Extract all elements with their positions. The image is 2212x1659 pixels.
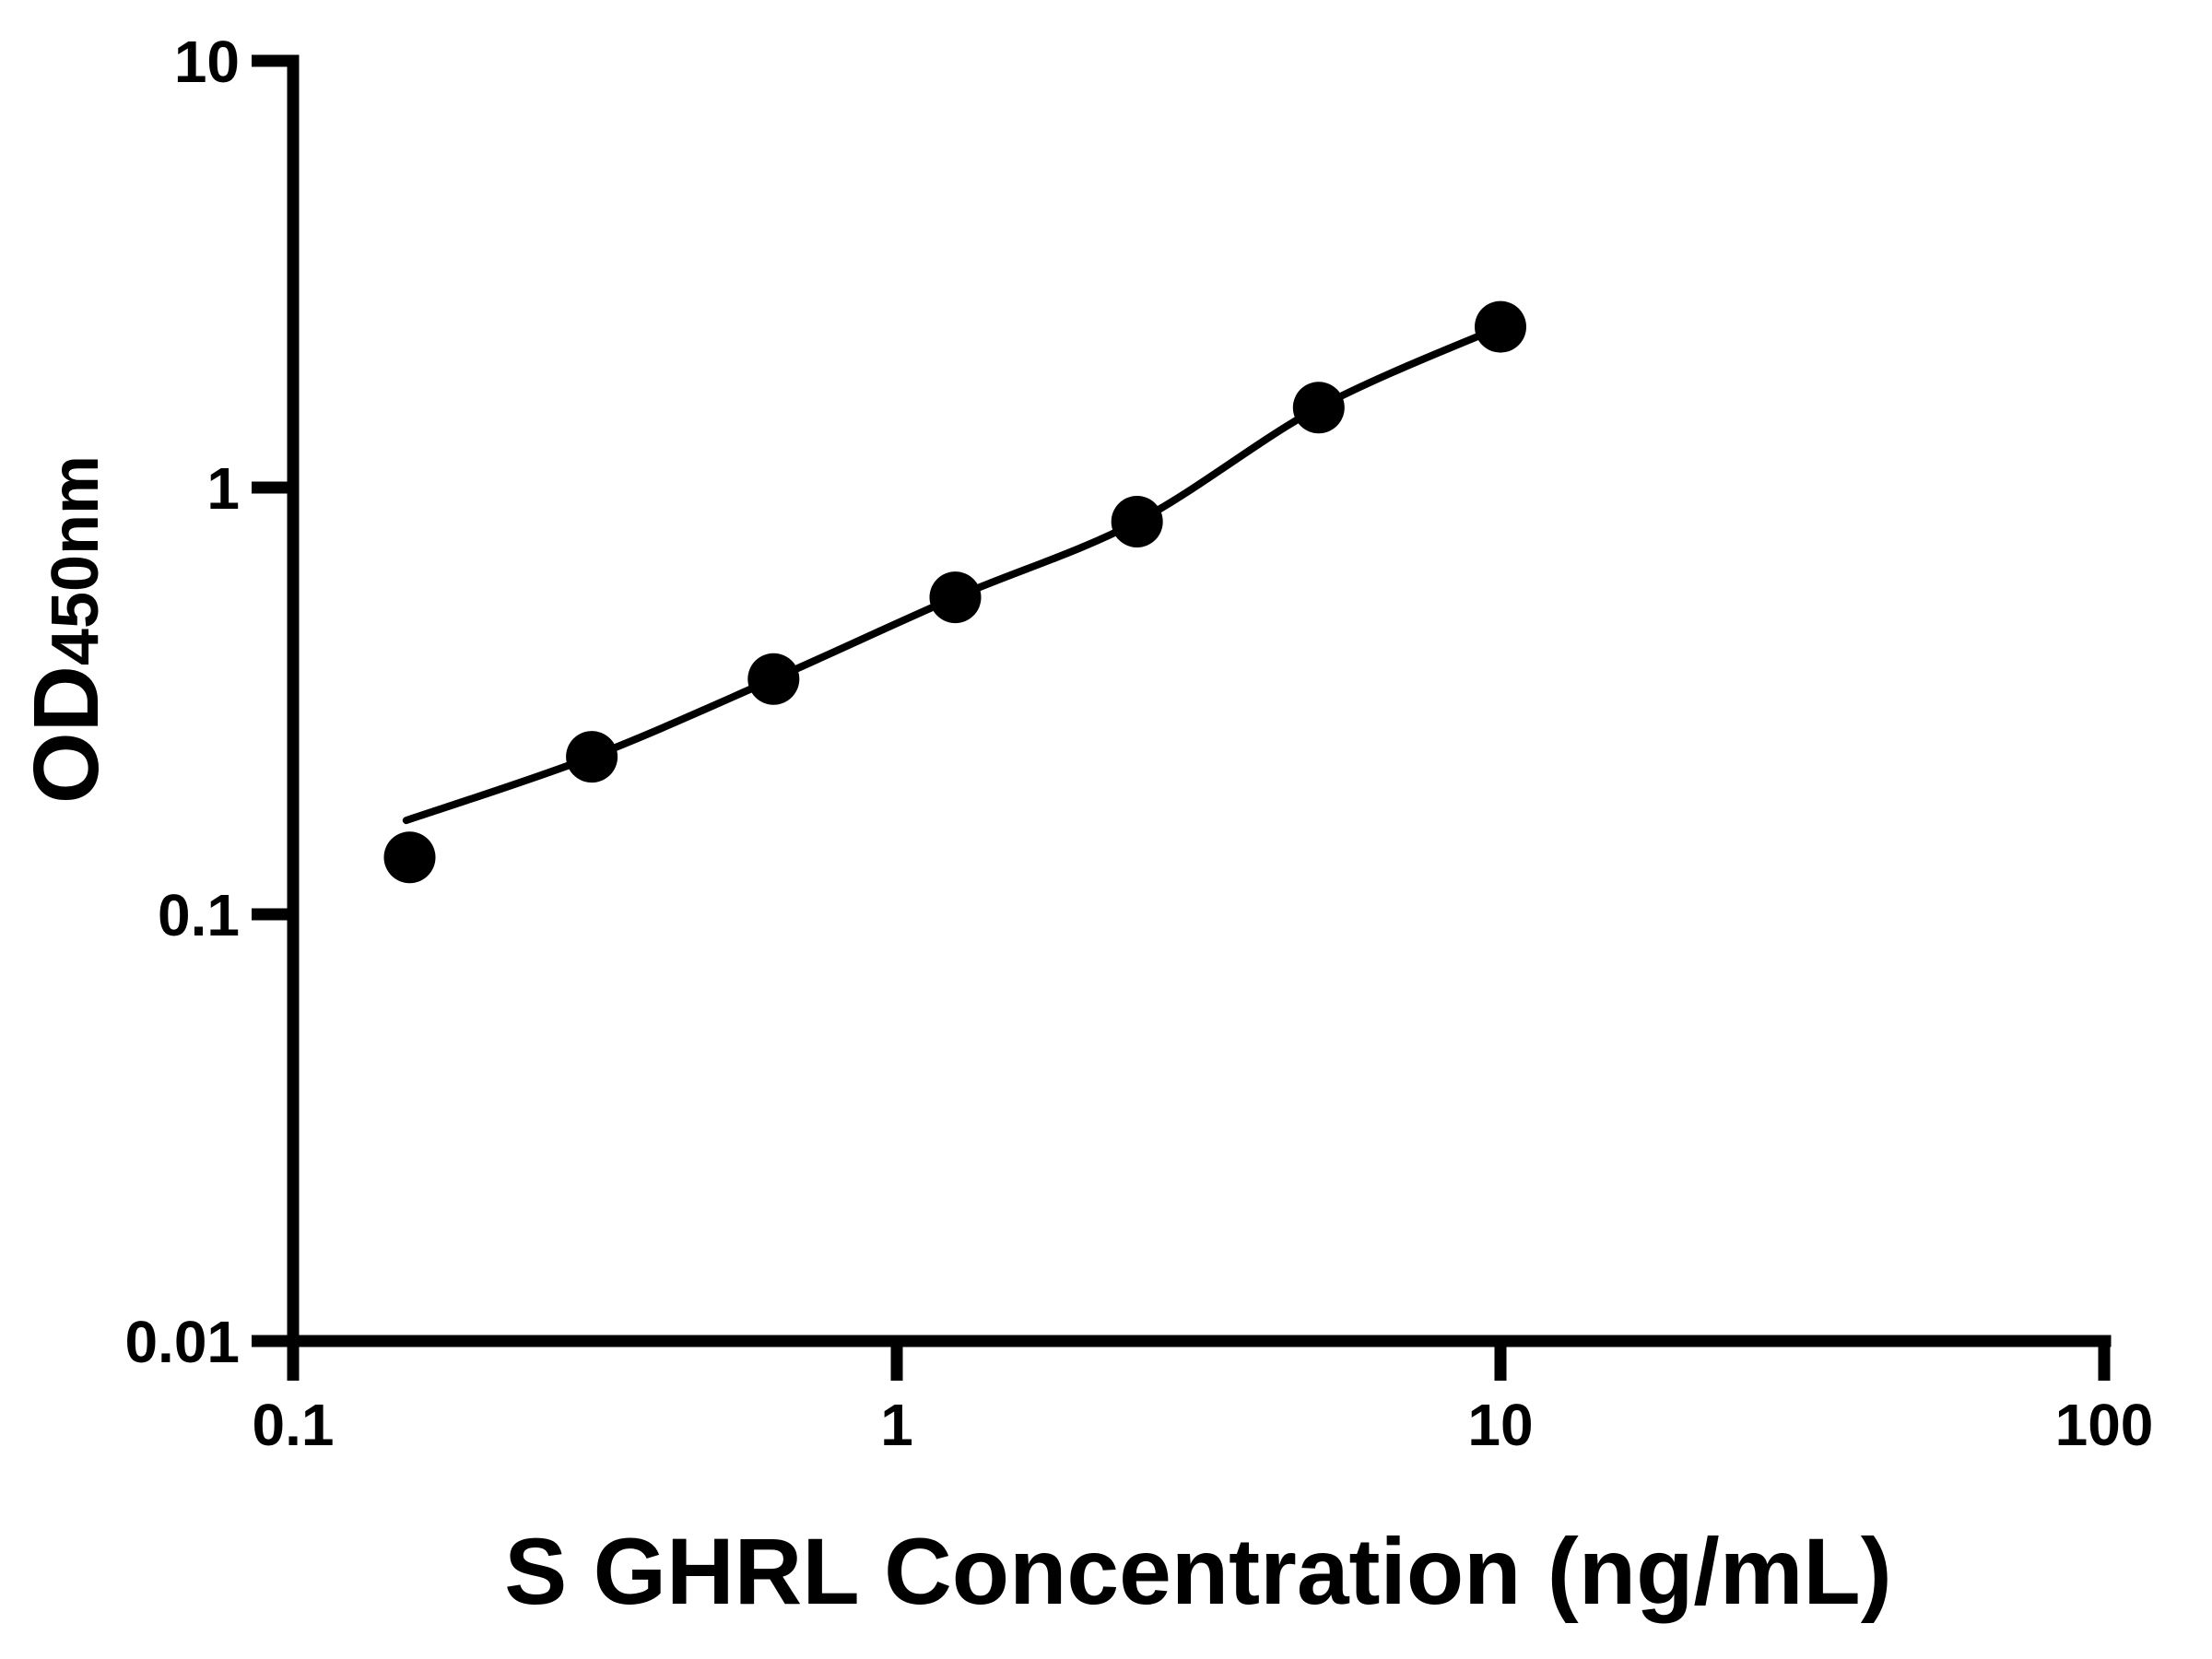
data-point [1111, 496, 1163, 547]
x-axis-title: S GHRL Concentration (ng/mL) [504, 1519, 1891, 1624]
data-point [383, 831, 436, 884]
y-axis-title: OD450nm [15, 455, 118, 804]
x-tick-label: 100 [2055, 1392, 2154, 1458]
data-point [929, 571, 982, 624]
data-point [566, 731, 618, 783]
data-point [1475, 300, 1526, 353]
y-axis-title-main: OD [15, 665, 118, 804]
y-ticks: 10 1 0.1 0.01 [124, 29, 293, 1375]
data-point [747, 653, 800, 705]
y-tick-label: 0.1 [158, 882, 240, 948]
x-ticks: 0.1 1 10 100 [253, 1341, 2154, 1458]
y-axis-title-sub: 450nm [39, 455, 112, 665]
x-tick-label: 10 [1467, 1392, 1533, 1458]
y-tick-label: 1 [206, 455, 240, 522]
y-tick-label: 10 [174, 29, 240, 95]
x-tick-label: 1 [880, 1392, 913, 1458]
axes [287, 54, 2112, 1347]
data-point [1292, 382, 1345, 434]
y-tick-label: 0.01 [124, 1309, 240, 1375]
x-tick-label: 0.1 [253, 1392, 335, 1458]
data-points [383, 300, 1526, 884]
